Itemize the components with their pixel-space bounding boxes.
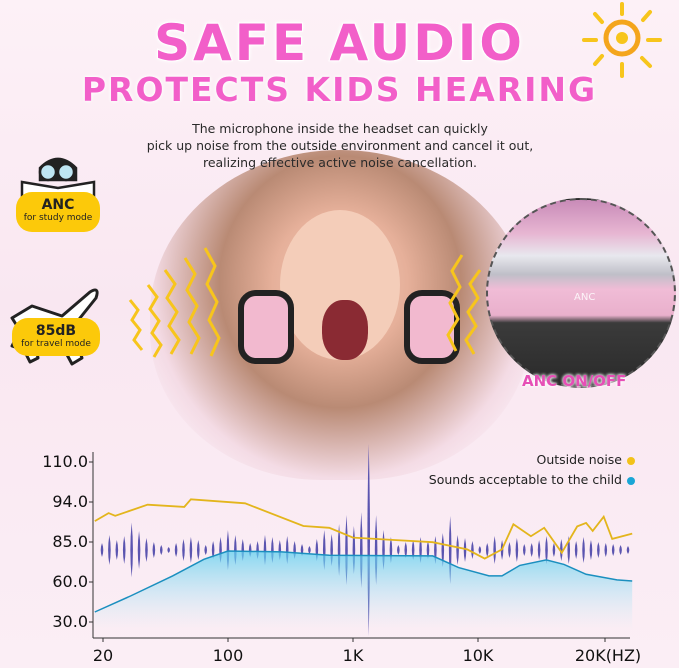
x-tick-label: 20 (92, 646, 114, 665)
waveform-bar (508, 542, 511, 558)
waveform-bar (441, 533, 445, 567)
85db-travel-badge: 85dB for travel mode (12, 318, 100, 356)
y-tick-label: 60.0 (52, 572, 88, 591)
waveform-bar (122, 536, 126, 564)
waveform-bar (404, 542, 408, 558)
noise-chart (89, 444, 633, 642)
waveform-bar (167, 547, 170, 553)
legend-dot (627, 456, 635, 465)
waveform-bar (515, 538, 519, 562)
waveform-bar (493, 536, 496, 564)
x-tick-label: 20K(HZ) (574, 646, 642, 665)
description-line: The microphone inside the headset can qu… (192, 121, 488, 136)
y-tick-label: 30.0 (52, 612, 88, 631)
waveform-bar (456, 535, 459, 565)
legend-label: Outside noise (536, 452, 623, 467)
sound-wave-lines-left (128, 247, 221, 358)
description: The microphone inside the headset can qu… (120, 120, 560, 171)
y-tick-label: 94.0 (52, 492, 88, 511)
legend-item-acceptable: Sounds acceptable to the child (429, 472, 635, 487)
anc-on-off-caption: ANC ON/OFF (522, 372, 627, 390)
description-line: realizing effective active noise cancell… (202, 155, 478, 170)
legend-label: Sounds acceptable to the child (428, 472, 622, 487)
sun-icon (582, 2, 662, 78)
badge-subtitle: for study mode (23, 213, 93, 223)
legend-item-outside-noise: Outside noise (536, 452, 635, 467)
badge-title: 85dB (35, 323, 77, 339)
waveform-bar (204, 545, 208, 555)
waveform-bar (145, 538, 148, 562)
waveform-bar (522, 544, 526, 556)
waveform-bar (589, 540, 593, 560)
girl-mouth (322, 300, 368, 360)
waveform-bar (530, 543, 533, 557)
title-line-1: SAFE AUDIO (153, 13, 525, 73)
waveform-bar (478, 546, 482, 554)
waveform-bar (545, 536, 548, 564)
waveform-bar (189, 537, 193, 563)
waveform-bar (115, 540, 119, 560)
x-tick-label: 10K (462, 646, 494, 665)
waveform-bar (137, 531, 141, 569)
waveform-bar (426, 541, 430, 559)
waveform-bar (182, 539, 185, 561)
waveform-bar (174, 543, 178, 557)
series-line-acceptable (94, 550, 633, 613)
waveform-bar (411, 540, 415, 560)
waveform-bar (397, 545, 400, 555)
waveform-bar (130, 522, 133, 578)
waveform-bar (211, 541, 215, 559)
description-line: pick up noise from the outside environme… (146, 138, 534, 153)
waveform-bar (626, 546, 630, 554)
waveform-bar (597, 542, 600, 558)
waveform-bar (108, 535, 111, 565)
anc-button-label: ANC (574, 292, 596, 303)
headphone-left-earcup (238, 290, 294, 364)
waveform-bar (485, 543, 489, 557)
waveform-bar (604, 543, 608, 557)
y-tick-label: 85.0 (52, 532, 88, 551)
waveform-bar (552, 543, 556, 557)
sound-wave-lines-right (446, 254, 482, 355)
waveform-bar (619, 545, 622, 555)
waveform-bar (197, 540, 200, 560)
x-tick-label: 1K (342, 646, 364, 665)
waveform-bar (611, 544, 615, 556)
title-line-2: PROTECTS KIDS HEARING (81, 70, 598, 109)
waveform-bar (574, 541, 578, 559)
waveform-bar (152, 542, 156, 558)
badge-title: ANC (41, 197, 75, 213)
waveform-bar (471, 541, 474, 559)
badge-subtitle: for travel mode (21, 339, 91, 349)
waveform-bar (100, 543, 104, 557)
anc-study-badge: ANC for study mode (16, 192, 100, 232)
x-tick-label: 100 (212, 646, 244, 665)
waveform-bar (308, 546, 311, 554)
acceptable-area (94, 551, 633, 630)
y-tick-label: 110.0 (42, 452, 88, 471)
waveform-bar (463, 538, 467, 562)
series-line-outside-noise (94, 498, 633, 560)
legend-dot (627, 476, 635, 485)
waveform-bar (159, 545, 163, 555)
waveform-bar (582, 537, 585, 563)
waveform-bar (537, 540, 541, 560)
waveform-bar (560, 539, 563, 561)
headphone-closeup-inset: ANC (486, 198, 676, 388)
